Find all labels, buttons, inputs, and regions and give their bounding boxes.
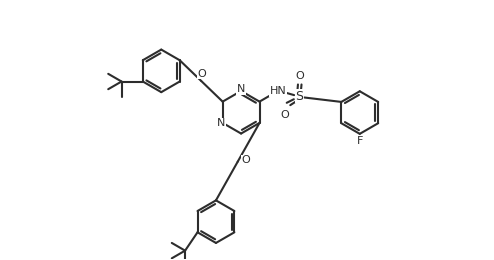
Text: S: S <box>295 90 303 103</box>
Text: N: N <box>217 119 225 128</box>
Text: O: O <box>281 110 289 120</box>
Text: HN: HN <box>270 86 286 96</box>
Text: O: O <box>198 69 206 79</box>
Text: O: O <box>242 155 250 165</box>
Text: N: N <box>237 84 246 94</box>
Text: F: F <box>357 136 364 146</box>
Text: O: O <box>295 71 304 81</box>
